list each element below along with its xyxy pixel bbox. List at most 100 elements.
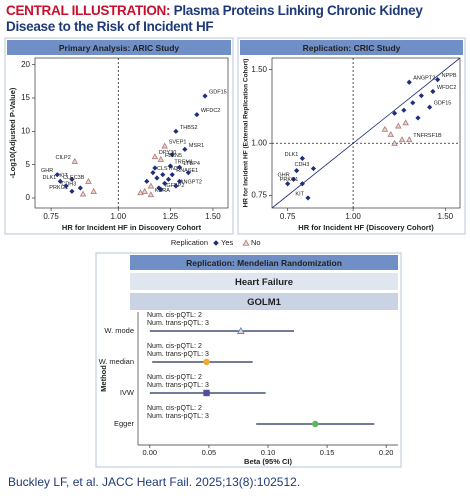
category-label: W. median bbox=[99, 357, 134, 366]
point bbox=[381, 125, 389, 132]
point-label: KERA bbox=[155, 188, 170, 194]
point bbox=[291, 176, 297, 182]
point-label: ANGPT2 bbox=[180, 179, 202, 185]
legend-marker bbox=[242, 239, 250, 246]
point bbox=[162, 180, 168, 186]
point bbox=[427, 104, 433, 110]
title-bar bbox=[130, 255, 398, 270]
point bbox=[415, 115, 421, 121]
plot-area bbox=[34, 57, 229, 209]
point-label: TNFRSF1B bbox=[413, 133, 442, 139]
panel-title: Replication: CRIC Study bbox=[303, 43, 401, 53]
point bbox=[305, 195, 311, 201]
annotation: Num. trans-pQTL: 3 bbox=[147, 320, 209, 327]
y-axis-label: Method bbox=[99, 365, 108, 392]
point bbox=[401, 107, 407, 113]
title-bar bbox=[7, 40, 231, 55]
point bbox=[71, 157, 79, 164]
point bbox=[69, 188, 75, 194]
annotation: Num. cis-pQTL: 2 bbox=[147, 312, 202, 319]
point bbox=[173, 183, 179, 189]
header-title: Plasma Proteins Linking Chronic Kidney D… bbox=[6, 3, 423, 34]
point-label: DPY30 bbox=[159, 150, 176, 156]
y-tick-label: 10 bbox=[21, 126, 30, 135]
point bbox=[310, 165, 317, 172]
point bbox=[391, 139, 398, 146]
point bbox=[63, 183, 69, 189]
x-axis-label: Beta (95% CI) bbox=[244, 457, 292, 466]
point bbox=[387, 131, 395, 137]
legend-label: No bbox=[251, 238, 261, 247]
annotation: Num. cis-pQTL: 2 bbox=[147, 374, 202, 381]
point-label: SVEP1 bbox=[169, 139, 187, 145]
x-tick-label: 0.20 bbox=[379, 448, 394, 457]
x-tick-label: 0.15 bbox=[320, 448, 335, 457]
point-label: PRKG1 bbox=[280, 177, 299, 183]
point bbox=[160, 172, 166, 178]
point bbox=[147, 191, 155, 198]
point bbox=[202, 93, 208, 99]
point bbox=[156, 185, 162, 191]
point bbox=[176, 164, 183, 170]
annotation: Num. trans-pQTL: 3 bbox=[147, 351, 209, 358]
point bbox=[144, 178, 150, 184]
x-axis-label: HR for Incident HF in Discovery Cohort bbox=[62, 223, 202, 232]
point-label: NPPB bbox=[442, 73, 457, 79]
point bbox=[57, 178, 63, 184]
point-label: THBS2 bbox=[180, 125, 198, 131]
point bbox=[154, 175, 160, 181]
panel-title: Heart Failure bbox=[235, 277, 293, 288]
x-tick-label: 0.10 bbox=[261, 448, 276, 457]
annotation: Num. trans-pQTL: 3 bbox=[147, 413, 209, 420]
point bbox=[169, 172, 175, 178]
point bbox=[410, 100, 416, 106]
y-tick-label: 0 bbox=[26, 193, 31, 202]
point bbox=[299, 181, 305, 187]
y-tick-label: 0.75 bbox=[251, 191, 267, 200]
point bbox=[150, 170, 156, 176]
y-tick-label: 15 bbox=[21, 93, 30, 102]
category-label: IVW bbox=[120, 388, 135, 397]
point-estimate bbox=[236, 326, 245, 334]
title-bar bbox=[130, 293, 398, 310]
point-label: GDF15 bbox=[209, 89, 227, 95]
title-bar bbox=[240, 40, 463, 55]
x-tick-label: 0.05 bbox=[202, 448, 217, 457]
point-label: CLSTN3 bbox=[157, 166, 178, 172]
panel bbox=[4, 37, 234, 235]
x-tick-label: 0.75 bbox=[280, 212, 296, 221]
point bbox=[90, 187, 97, 194]
point-label: CDH3 bbox=[294, 162, 309, 168]
point-label: KIT bbox=[295, 191, 304, 197]
x-tick-label: 0.75 bbox=[43, 212, 59, 221]
panel-title: Replication: Mendelian Randomization bbox=[186, 258, 342, 268]
point-label: RNASE1 bbox=[176, 168, 198, 174]
header: CENTRAL ILLUSTRATION: Plasma Proteins Li… bbox=[6, 3, 466, 35]
point bbox=[79, 190, 87, 197]
point-label: CLEC3B bbox=[63, 175, 85, 181]
point-label: WFDC2 bbox=[437, 85, 457, 91]
category-label: Egger bbox=[114, 419, 135, 428]
x-tick-label: 1.00 bbox=[110, 212, 126, 221]
y-axis-label: -Log10(Adjusted P-Value) bbox=[8, 87, 17, 178]
x-tick-label: 1.00 bbox=[345, 212, 361, 221]
plot-area bbox=[271, 57, 461, 209]
y-axis-label: HR for Incident HF (External Replication… bbox=[243, 59, 250, 208]
annotation: Num. cis-pQTL: 2 bbox=[147, 405, 202, 412]
panel-title: GOLM1 bbox=[247, 297, 281, 308]
legend-marker bbox=[213, 240, 219, 246]
point bbox=[182, 146, 188, 152]
point bbox=[167, 163, 173, 169]
y-tick-label: 1.00 bbox=[251, 138, 267, 147]
point-label: FBLN5 bbox=[165, 153, 182, 159]
legend-label: Yes bbox=[221, 238, 233, 247]
point bbox=[402, 119, 409, 126]
y-tick-label: 20 bbox=[21, 60, 30, 69]
point bbox=[169, 152, 175, 158]
point bbox=[435, 77, 441, 83]
point bbox=[137, 189, 144, 196]
point bbox=[391, 110, 398, 116]
point-label: GHR bbox=[41, 168, 53, 174]
